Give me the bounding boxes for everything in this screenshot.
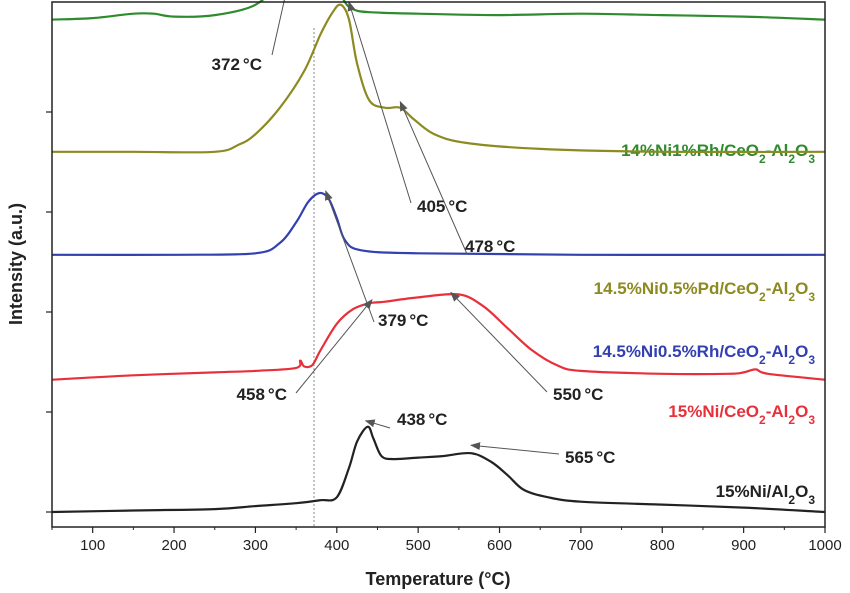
- x-tick-label: 200: [162, 537, 187, 554]
- peak-arrow-4: [325, 190, 375, 323]
- peak-label-6: 550 °C: [553, 385, 603, 404]
- x-tick-label: 1000: [808, 537, 841, 554]
- x-tick-label: 900: [731, 537, 756, 554]
- y-axis-label: Intensity (a.u.): [6, 203, 26, 325]
- y-axis: [46, 111, 52, 513]
- peak-label-3: 478 °C: [465, 237, 515, 256]
- plot-frame: [51, 1, 826, 528]
- peak-arrow-3: [399, 100, 468, 255]
- series-layer: 14%Ni1%Rh/CeO2-Al2O3 14.5%Ni0.5%Pd/CeO2-A…: [51, 0, 826, 527]
- series-label-3: 14.5%Ni0.5%Rh/CeO2-Al2O3: [593, 342, 816, 367]
- peak-label-2: 405 °C: [417, 197, 467, 216]
- series-label-5: 15%Ni/Al2O3: [716, 482, 816, 507]
- series-line-4: [51, 292, 826, 381]
- peak-arrow-7: [364, 419, 391, 429]
- annotation-layer: 372 °C 405 °C 478 °C 379 °C 458 °C 550 °C 438 °C 565 °C: [212, 0, 615, 467]
- x-tick-label: 800: [650, 537, 675, 554]
- series-line-5: [51, 425, 826, 514]
- peak-label-5: 458 °C: [237, 385, 287, 404]
- peak-label-7: 438 °C: [397, 410, 447, 429]
- x-axis-label: Temperature (°C): [366, 569, 511, 589]
- peak-label-8: 565 °C: [565, 448, 615, 467]
- series-label-4: 15%Ni/CeO2-Al2O3: [668, 402, 815, 427]
- peak-arrow-5: [295, 299, 373, 394]
- x-axis: 100 200 300 400 500 600 700 800 900 1000: [51, 527, 842, 554]
- series-label-2: 14.5%Ni0.5%Pd/CeO2-Al2O3: [594, 279, 816, 304]
- peak-arrow-2: [347, 0, 412, 204]
- peak-arrow-8: [470, 442, 560, 455]
- series-label-1: 14%Ni1%Rh/CeO2-Al2O3: [621, 141, 815, 166]
- peak-arrow-1: [271, 0, 285, 56]
- series-line-2: [52, 3, 826, 154]
- x-tick-label: 400: [324, 537, 349, 554]
- x-tick-label: 600: [487, 537, 512, 554]
- series-line-1: [51, 0, 826, 21]
- x-tick-label: 700: [568, 537, 593, 554]
- x-tick-label: 100: [80, 537, 105, 554]
- peak-label-4: 379 °C: [378, 311, 428, 330]
- x-tick-label: 300: [243, 537, 268, 554]
- x-tick-label: 500: [406, 537, 431, 554]
- peak-label-1: 372 °C: [212, 55, 262, 74]
- peak-arrow-6: [450, 291, 548, 393]
